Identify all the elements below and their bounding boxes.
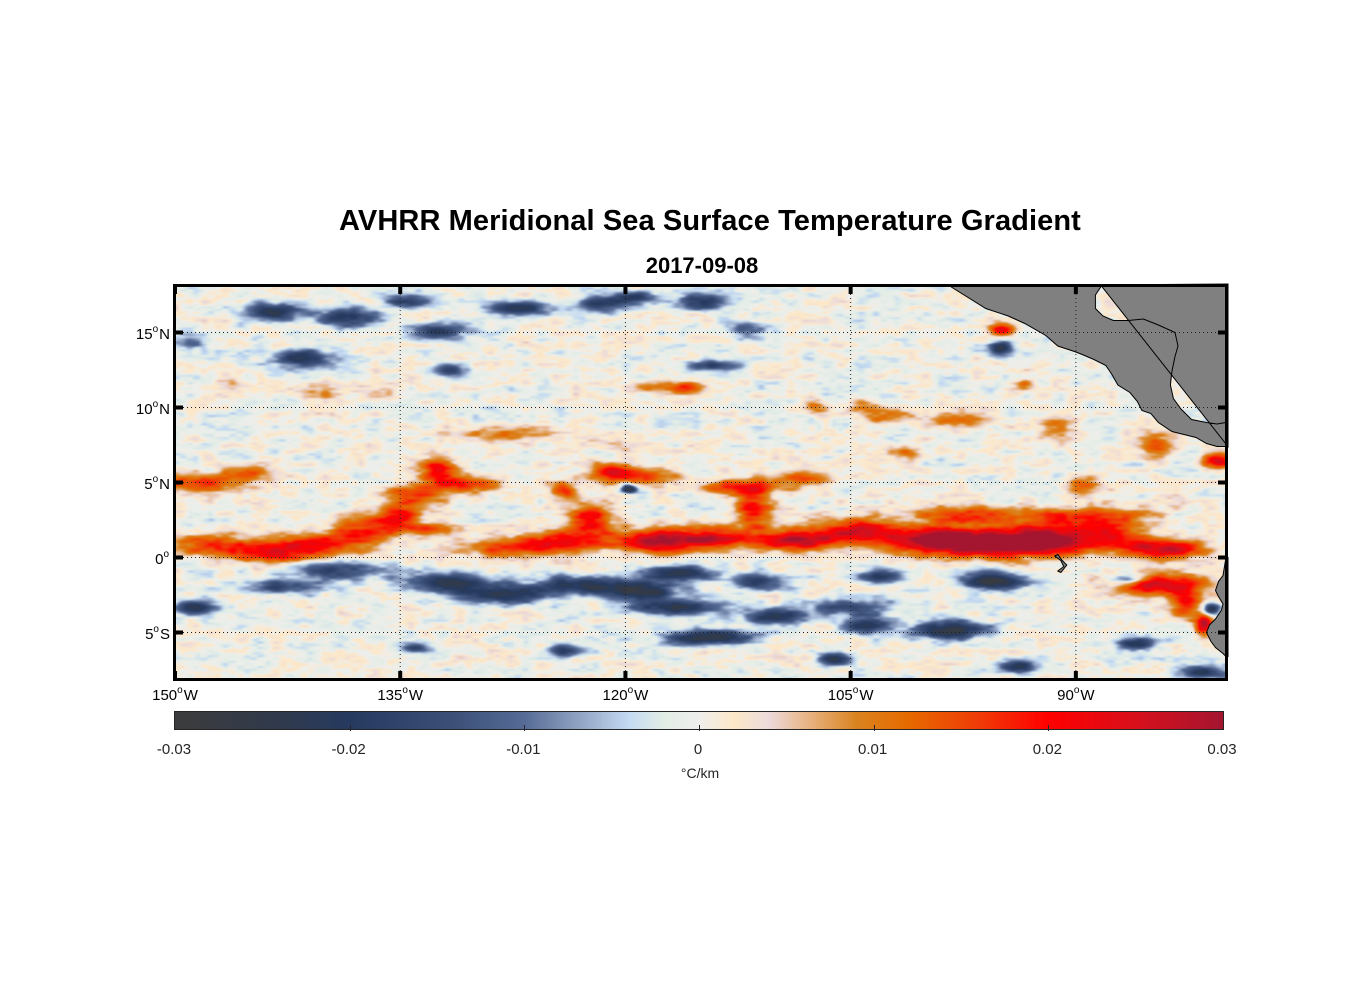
chart-subtitle: 2017-09-08	[645, 253, 759, 278]
lon-tick-label: 150oW	[152, 685, 198, 704]
colorbar-unit-label: °C/km	[680, 765, 720, 781]
lat-tick-label: 10oN	[135, 398, 170, 418]
lon-tick-label: 90oW	[1057, 685, 1095, 704]
land-south-america-coast	[1205, 557, 1229, 657]
map-plot-area[interactable]	[173, 283, 1229, 679]
colorbar-tick	[873, 725, 875, 731]
land-galapagos	[1053, 553, 1068, 574]
colorbar-tick-label: 0.03	[1207, 741, 1237, 758]
colorbar-tick-label: -0.01	[506, 741, 541, 758]
lat-tick-label: 0o	[155, 548, 169, 568]
map-overlay	[173, 283, 1229, 679]
colorbar-tick	[524, 725, 526, 731]
lon-tick-label: 105oW	[827, 685, 874, 704]
lat-tick-label: 5oS	[145, 623, 170, 643]
colorbar-tick-label: -0.02	[331, 741, 366, 758]
lat-tick-label: 5oN	[144, 473, 170, 493]
colorbar-tick	[699, 725, 700, 731]
colorbar-tick-label: 0	[693, 741, 703, 758]
land-central-america-mexico	[947, 283, 1229, 448]
chart-title: AVHRR Meridional Sea Surface Temperature…	[339, 205, 1081, 237]
colorbar-gradient	[175, 712, 1223, 729]
colorbar-tick	[349, 725, 351, 731]
lat-tick-label: 15oN	[135, 323, 170, 343]
lon-tick-label: 120oW	[602, 685, 649, 704]
lon-tick-label: 135oW	[377, 685, 424, 704]
colorbar-tick	[1048, 725, 1050, 731]
colorbar	[174, 711, 1224, 731]
colorbar-tick-label: 0.01	[858, 741, 888, 758]
colorbar-tick-label: 0.02	[1032, 741, 1062, 758]
colorbar-tick-label: -0.03	[156, 741, 192, 758]
sst-gradient-field	[175, 286, 1226, 679]
